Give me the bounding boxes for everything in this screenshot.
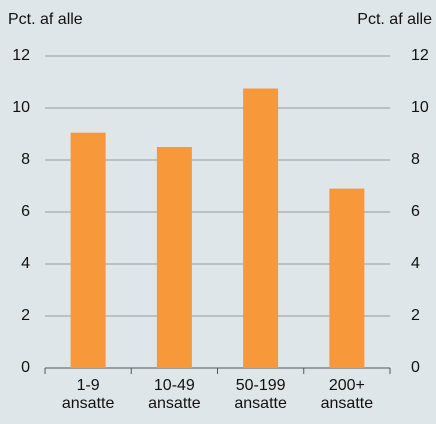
y2-tick-label: 2 xyxy=(411,307,420,324)
x-tick-label: 200+ ansatte xyxy=(320,377,374,412)
y-tick-label: 4 xyxy=(21,255,30,272)
y2-tick-label: 6 xyxy=(411,203,420,220)
x-tick-label: 1-9 ansatte xyxy=(61,377,115,412)
x-tick-label: 50-199 ansatte xyxy=(234,377,287,412)
bar xyxy=(70,132,106,368)
y-axis-label: Pct. af alle xyxy=(8,11,83,28)
bar xyxy=(243,88,279,368)
y-tick-label: 10 xyxy=(12,99,30,116)
bar xyxy=(329,188,365,368)
y2-tick-label: 4 xyxy=(411,255,420,272)
bar xyxy=(156,147,192,368)
y-tick-label: 0 xyxy=(21,359,30,376)
y2-tick-label: 0 xyxy=(411,359,420,376)
y-tick-label: 2 xyxy=(21,307,30,324)
y2-tick-label: 8 xyxy=(411,151,420,168)
y-tick-label: 12 xyxy=(12,47,30,64)
y2-axis-label: Pct. af alle xyxy=(357,11,432,28)
y2-tick-label: 12 xyxy=(411,47,429,64)
y-tick-label: 8 xyxy=(21,151,30,168)
y2-tick-label: 10 xyxy=(411,99,429,116)
y-tick-label: 6 xyxy=(21,203,30,220)
x-tick-label: 10-49 ansatte xyxy=(148,377,201,412)
